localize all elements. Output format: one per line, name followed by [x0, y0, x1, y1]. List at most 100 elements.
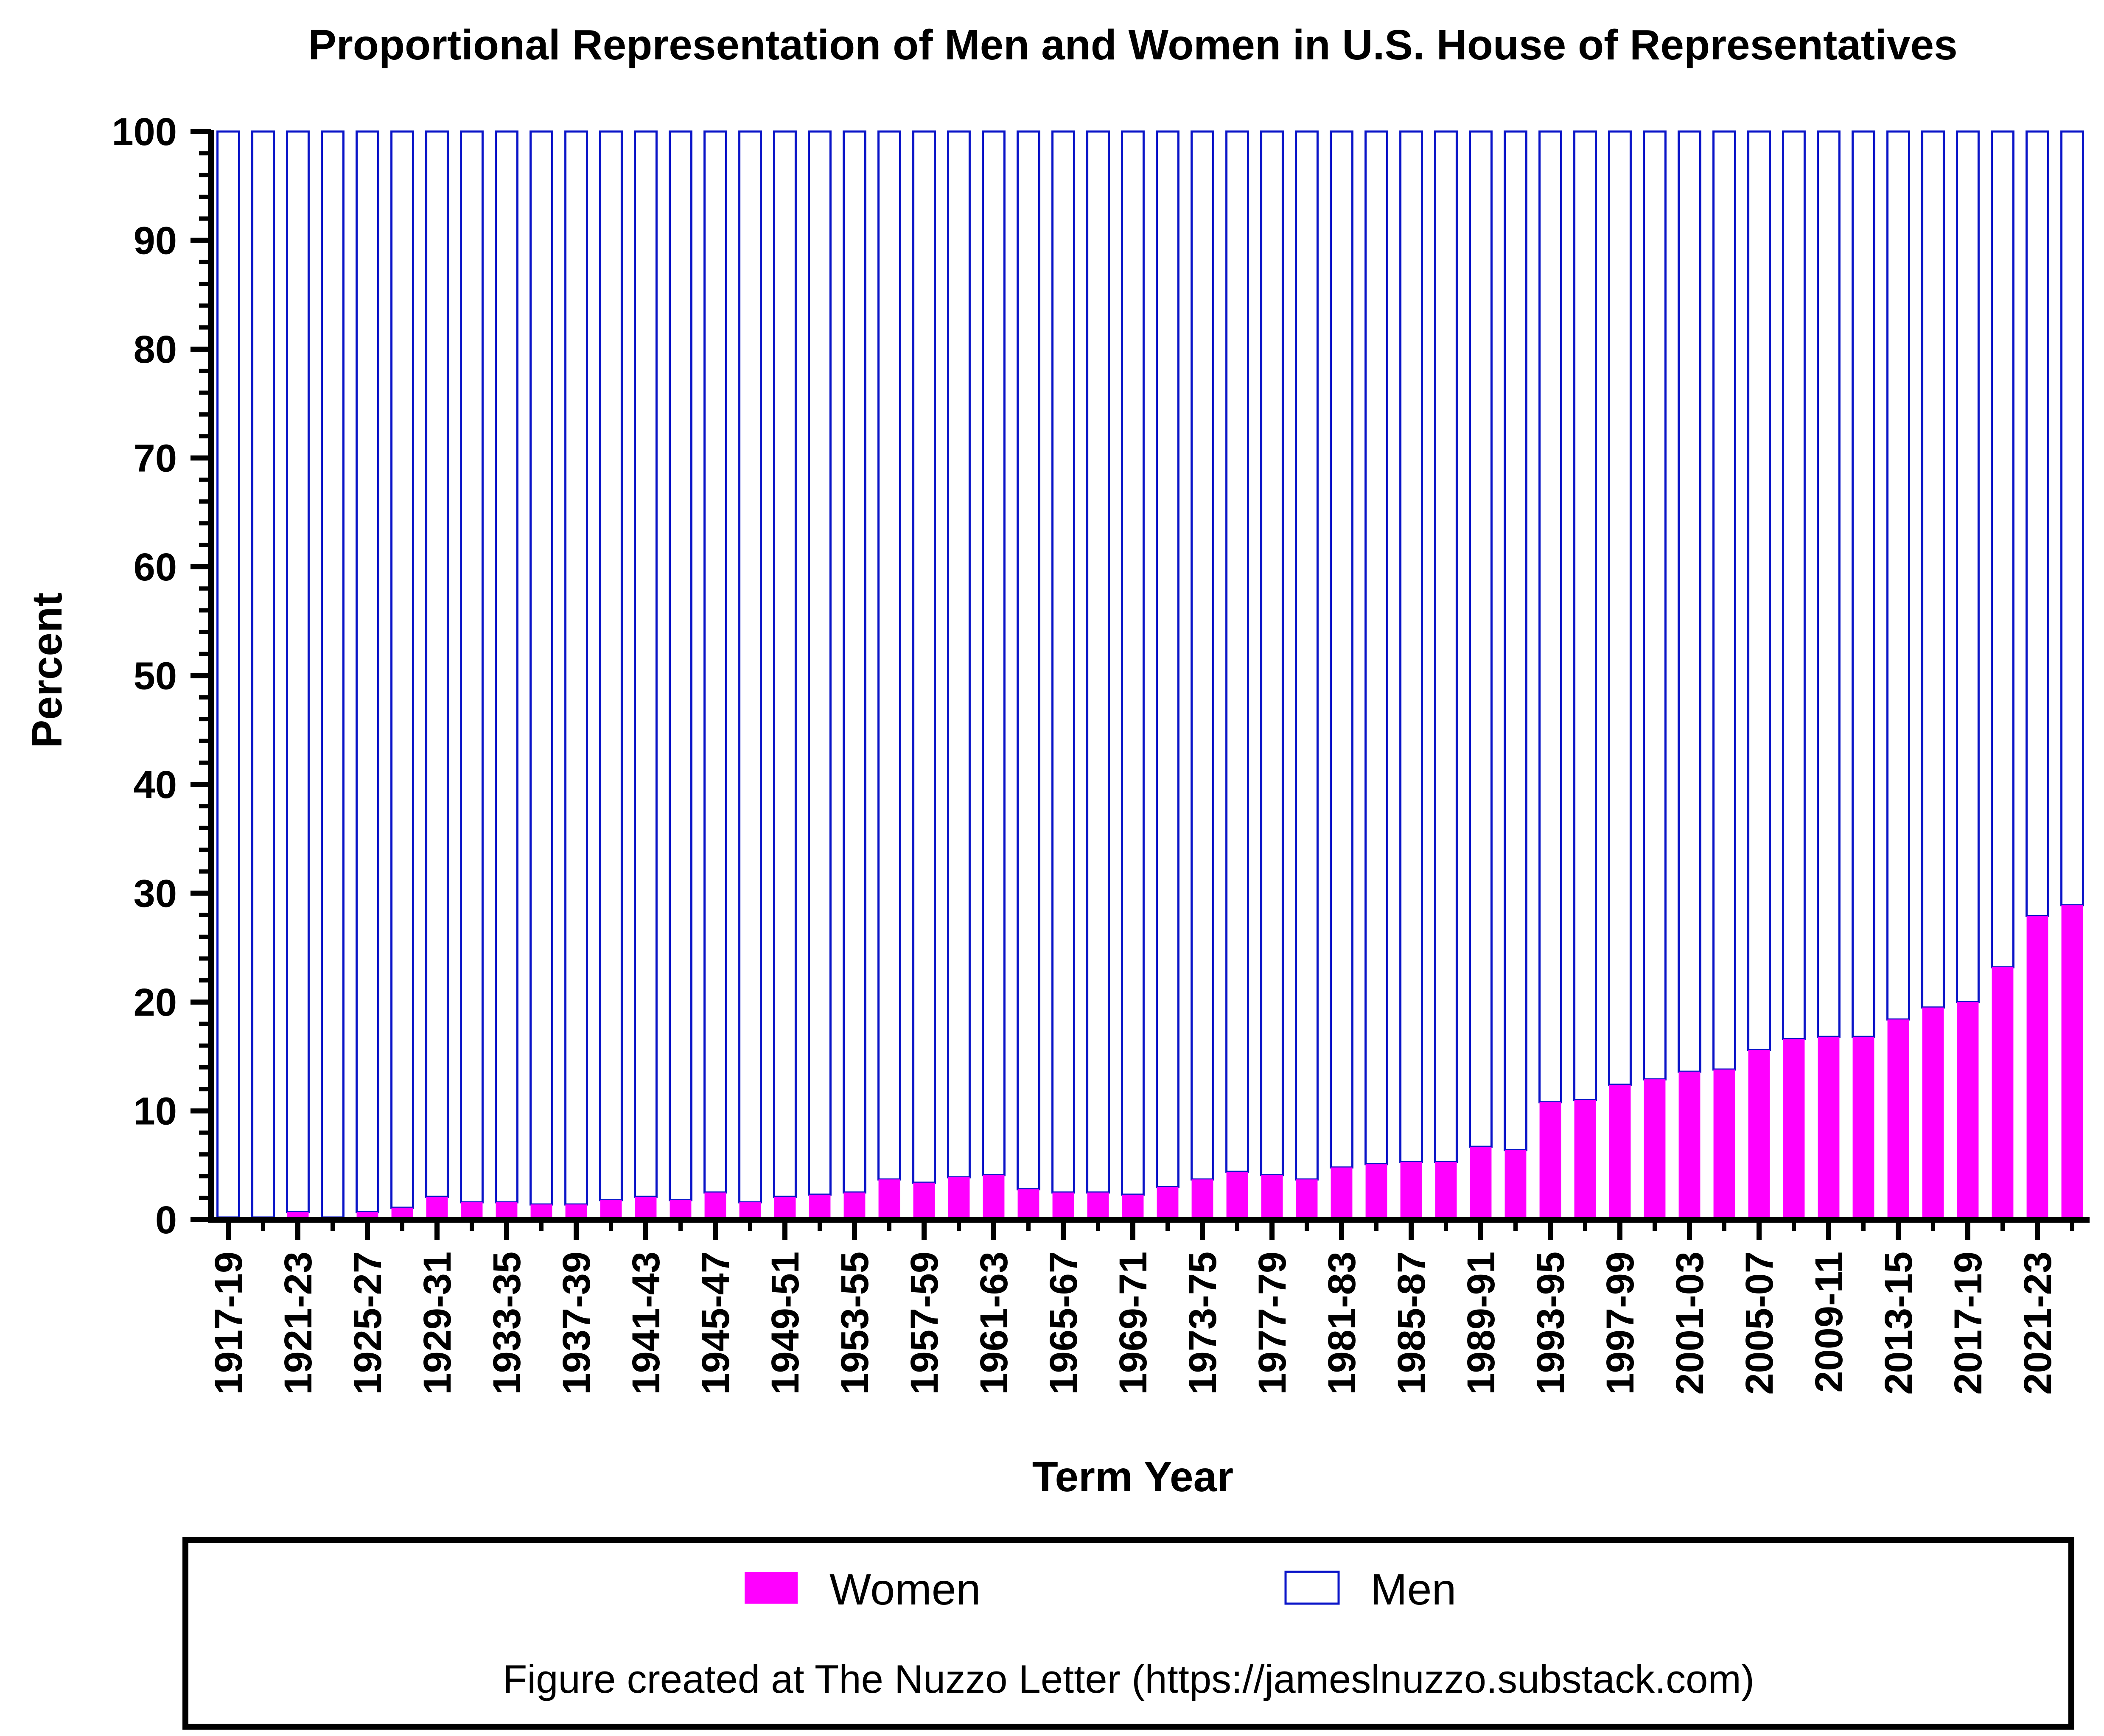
bar-men-1951-53	[808, 130, 832, 1196]
bar-men-2023-25	[2060, 130, 2084, 907]
x-tick-label: 2001-03	[1668, 1252, 1712, 1395]
bar-men-1925-27	[356, 130, 379, 1213]
bar-women-1993-95	[1539, 1102, 1561, 1220]
bar-women-1945-47	[704, 1192, 726, 1220]
bar-women-2005-07	[1748, 1050, 1770, 1220]
bar-men-2017-19	[1956, 130, 1980, 1003]
y-tick-label: 80	[134, 328, 177, 371]
bar-men-1997-99	[1608, 130, 1632, 1086]
bar-men-2021-23	[2026, 130, 2049, 917]
bar-women-1997-99	[1609, 1084, 1631, 1220]
bar-men-1949-51	[773, 130, 797, 1198]
x-tick-label: 1953-55	[833, 1252, 877, 1395]
bar-men-1943-45	[669, 130, 692, 1201]
legend-swatch-men	[1284, 1571, 1340, 1605]
x-tick-label: 1981-83	[1320, 1252, 1364, 1395]
bar-men-1975-77	[1225, 130, 1249, 1173]
bar-men-2011-13	[1852, 130, 1875, 1038]
x-tick-label: 1937-39	[555, 1252, 598, 1395]
bar-women-1975-77	[1226, 1172, 1248, 1220]
bar-men-1971-73	[1156, 130, 1179, 1188]
x-tick-label: 1957-59	[903, 1252, 946, 1395]
bar-women-1995-97	[1574, 1100, 1596, 1220]
x-tick-label: 1945-47	[694, 1252, 737, 1395]
bar-women-2015-17	[1922, 1007, 1944, 1220]
bar-men-1957-59	[912, 130, 936, 1184]
bar-women-1979-81	[1296, 1179, 1318, 1220]
legend-label-women: Women	[829, 1565, 981, 1614]
bar-men-1967-69	[1086, 130, 1110, 1194]
bar-men-1959-61	[947, 130, 971, 1179]
bar-men-1963-65	[1017, 130, 1040, 1190]
bar-men-1995-97	[1573, 130, 1597, 1101]
bar-women-2001-03	[1678, 1072, 1701, 1220]
x-tick-label: 1925-27	[346, 1252, 389, 1395]
bar-women-2019-21	[1992, 967, 2014, 1220]
bar-women-1943-45	[670, 1200, 692, 1220]
bar-men-2019-21	[1991, 130, 2014, 969]
x-tick-label: 2009-11	[1807, 1252, 1851, 1393]
bar-men-1989-91	[1469, 130, 1493, 1148]
y-tick-label: 0	[155, 1198, 177, 1242]
bar-men-1961-63	[982, 130, 1006, 1176]
bar-women-2023-25	[2061, 905, 2083, 1220]
bar-men-2015-17	[1921, 130, 1945, 1009]
bar-women-1955-57	[878, 1179, 900, 1220]
y-tick-label: 10	[134, 1090, 177, 1133]
x-axis-label: Term Year	[1032, 1453, 1233, 1501]
bar-women-1961-63	[983, 1175, 1005, 1220]
bar-women-1985-87	[1400, 1162, 1422, 1220]
bar-women-1953-55	[843, 1192, 866, 1220]
bar-women-2017-19	[1957, 1002, 1979, 1220]
bar-men-1927-29	[390, 130, 414, 1209]
bar-men-1983-85	[1364, 130, 1388, 1165]
bar-men-1987-89	[1434, 130, 1458, 1163]
bar-men-1993-95	[1538, 130, 1562, 1103]
bar-women-1999-01	[1644, 1079, 1666, 1220]
bar-men-1973-75	[1191, 130, 1214, 1181]
bar-women-1929-31	[426, 1197, 448, 1220]
legend-box	[182, 1537, 2074, 1730]
bar-women-1967-69	[1087, 1192, 1109, 1220]
x-tick-label: 2021-23	[2016, 1252, 2059, 1395]
bar-men-1985-87	[1399, 130, 1423, 1163]
y-tick-label: 90	[134, 219, 177, 263]
bar-men-2005-07	[1747, 130, 1771, 1051]
bar-women-1963-65	[1017, 1189, 1039, 1220]
x-tick-label: 1973-75	[1181, 1252, 1224, 1395]
y-tick-label: 20	[134, 981, 177, 1024]
bar-women-2007-09	[1783, 1039, 1805, 1220]
x-tick-label: 1993-95	[1529, 1252, 1572, 1395]
y-tick-label: 30	[134, 872, 177, 916]
x-tick-label: 1949-51	[764, 1252, 807, 1395]
bar-men-1923-25	[321, 130, 345, 1219]
bar-women-1971-73	[1157, 1187, 1179, 1220]
bar-men-1941-43	[634, 130, 658, 1198]
bar-women-2011-13	[1852, 1037, 1874, 1220]
bar-men-1933-35	[495, 130, 518, 1204]
bar-women-1977-79	[1261, 1175, 1283, 1220]
bar-men-2013-15	[1886, 130, 1910, 1021]
bar-women-1951-53	[809, 1195, 831, 1220]
x-tick-label: 1965-67	[1042, 1252, 1085, 1395]
bar-women-1991-93	[1504, 1150, 1527, 1220]
bar-women-2013-15	[1887, 1019, 1909, 1220]
bar-women-1939-41	[600, 1200, 622, 1220]
bar-women-1973-75	[1191, 1179, 1213, 1220]
bar-women-1981-83	[1331, 1167, 1353, 1220]
x-tick-label: 1921-23	[277, 1252, 320, 1395]
bar-women-2009-11	[1818, 1037, 1840, 1220]
x-tick-label: 2005-07	[1738, 1252, 1781, 1395]
y-tick-label: 50	[134, 655, 177, 698]
bar-men-2003-05	[1712, 130, 1736, 1071]
x-tick-label: 1989-91	[1460, 1252, 1503, 1395]
bar-men-1921-23	[286, 130, 310, 1213]
bar-men-1981-83	[1330, 130, 1353, 1169]
bar-men-1929-31	[425, 130, 449, 1198]
bar-men-1999-01	[1643, 130, 1667, 1081]
bar-men-1917-19	[216, 130, 240, 1219]
x-axis: 1917-19 1921-23 1925-27 1929-31 1933-35 1937-…	[207, 1217, 2090, 1395]
x-tick-label: 1997-99	[1599, 1252, 1642, 1395]
y-axis: 0 10 20 30 40 50 60 70 80 90 100	[112, 110, 214, 1242]
bar-men-1991-93	[1504, 130, 1527, 1151]
